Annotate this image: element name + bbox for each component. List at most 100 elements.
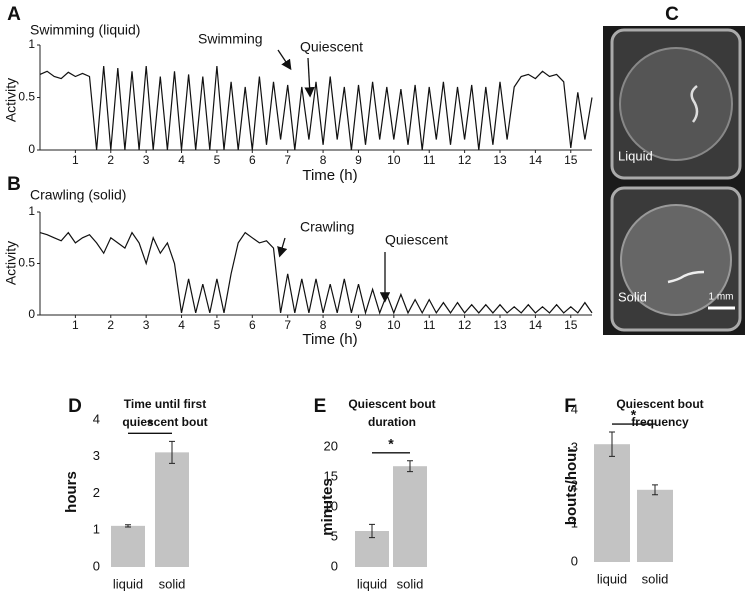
x-tick-label: 1 (72, 153, 79, 167)
y-tick-label: 0 (331, 558, 338, 573)
x-tick-label: 11 (423, 153, 436, 167)
x-tick-label: 2 (107, 153, 114, 167)
significance-label: * (631, 407, 637, 423)
x-tick-label: solid (397, 576, 424, 591)
y-tick-label: 3 (571, 439, 578, 454)
x-tick-label: 5 (214, 318, 221, 332)
x-tick-label: 4 (178, 153, 185, 167)
y-tick-label: 0.5 (18, 90, 35, 104)
x-tick-label: 8 (320, 153, 327, 167)
panel-letter: E (314, 396, 327, 417)
chart-title: Quiescent bout (348, 397, 435, 411)
x-tick-label: 13 (493, 318, 507, 332)
y-tick-label: 3 (93, 448, 100, 463)
x-tick-label: 15 (564, 318, 578, 332)
x-tick-label: 5 (214, 153, 221, 167)
chart-title: frequency (631, 415, 689, 429)
photo-label: Liquid (618, 148, 653, 163)
y-axis-label: Activity (3, 241, 19, 285)
annotation: Quiescent (385, 232, 448, 248)
x-axis-label: Time (h) (302, 167, 357, 184)
x-tick-label: liquid (113, 576, 143, 591)
error-bar (609, 431, 615, 457)
x-tick-label: 6 (249, 318, 256, 332)
annotation-arrow (304, 57, 315, 98)
x-tick-label: 3 (143, 153, 150, 167)
y-tick-label: 1 (571, 515, 578, 530)
y-axis-label: bouts/hour (563, 447, 580, 525)
y-tick-label: 0.5 (18, 256, 35, 270)
chart-title: Swimming (liquid) (30, 22, 140, 38)
x-tick-label: solid (159, 576, 186, 591)
chart-title: duration (368, 415, 416, 429)
x-tick-label: 1 (72, 318, 79, 332)
x-tick-label: 10 (387, 318, 401, 332)
annotation-arrow (277, 49, 292, 71)
x-axis-label: Time (h) (302, 331, 357, 348)
x-tick-label: 9 (355, 153, 362, 167)
y-tick-label: 0 (28, 142, 35, 156)
error-bar (125, 524, 131, 528)
x-tick-label: liquid (357, 576, 387, 591)
x-tick-label: liquid (597, 571, 627, 586)
x-tick-label: 12 (458, 153, 472, 167)
error-bar (369, 523, 375, 539)
error-bar (652, 484, 658, 496)
y-tick-label: 20 (324, 438, 338, 453)
y-tick-label: 1 (28, 37, 35, 51)
y-axis-label: hours (63, 471, 80, 513)
y-tick-label: 1 (93, 522, 100, 537)
y-axis-label: Activity (3, 78, 19, 122)
significance-label: * (147, 416, 153, 432)
bar (637, 489, 673, 562)
annotation: Quiescent (300, 39, 363, 55)
x-tick-label: solid (642, 571, 669, 586)
x-tick-label: 14 (529, 153, 543, 167)
well-circle (620, 204, 732, 316)
x-tick-label: 14 (529, 318, 543, 332)
y-tick-label: 0 (93, 558, 100, 573)
chart-title: Time until first (124, 397, 206, 411)
worm (667, 270, 705, 284)
photo-panel: C Liquid Solid 1 mm (603, 4, 745, 335)
y-tick-label: 1 (28, 204, 35, 218)
x-tick-label: 8 (320, 318, 327, 332)
y-tick-label: 2 (93, 485, 100, 500)
annotation: Crawling (300, 219, 354, 235)
x-tick-label: 12 (458, 318, 472, 332)
x-tick-label: 11 (423, 318, 436, 332)
panel-letter: B (7, 174, 21, 195)
significance-label: * (388, 436, 394, 452)
annotation-arrow (277, 237, 288, 258)
x-tick-label: 15 (564, 153, 578, 167)
worm (690, 85, 699, 123)
y-tick-label: 15 (324, 468, 338, 483)
y-tick-label: 0 (571, 553, 578, 568)
chart-title: Crawling (solid) (30, 187, 126, 203)
activity-trace (39, 65, 593, 151)
x-tick-label: 7 (284, 153, 291, 167)
y-tick-label: 10 (324, 498, 338, 513)
x-tick-label: 2 (107, 318, 114, 332)
scale-bar-label: 1 mm (709, 292, 734, 303)
y-tick-label: 5 (331, 528, 338, 543)
photo-label: Solid (618, 289, 647, 304)
y-tick-label: 4 (93, 411, 100, 426)
y-axis-label: minutes (319, 478, 336, 536)
activity-trace (39, 231, 593, 316)
x-tick-label: 6 (249, 153, 256, 167)
x-tick-label: 4 (178, 318, 185, 332)
y-tick-label: 4 (571, 401, 578, 416)
well-circle (619, 47, 733, 161)
error-bar (169, 440, 175, 464)
error-bar (407, 460, 413, 473)
bar (393, 466, 427, 567)
x-tick-label: 7 (284, 318, 291, 332)
annotation: Swimming (198, 31, 263, 47)
x-tick-label: 10 (387, 153, 401, 167)
panel-letter: D (68, 396, 82, 417)
panel-letter: A (7, 4, 21, 25)
bar (594, 444, 630, 562)
panel-letter: C (665, 4, 679, 25)
